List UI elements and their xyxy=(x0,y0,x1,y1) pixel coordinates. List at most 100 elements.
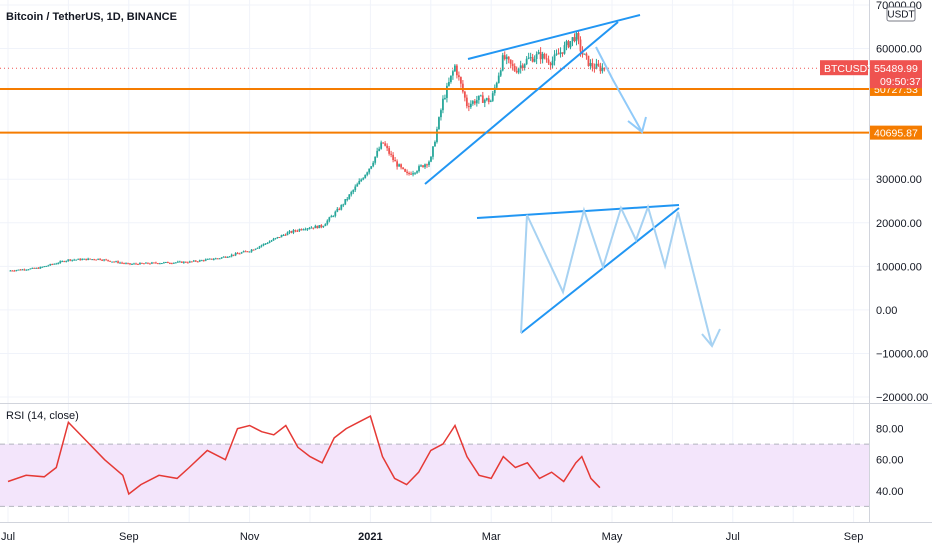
trendline-drawings[interactable] xyxy=(424,14,721,348)
time-tick-label: 2021 xyxy=(358,531,382,543)
candle-body xyxy=(450,75,452,82)
price-tag-box xyxy=(870,60,922,89)
price-tick-label: 60000.00 xyxy=(876,44,922,56)
candle-body xyxy=(292,230,295,233)
wedge-lower-line[interactable] xyxy=(424,21,619,185)
candle-body xyxy=(232,254,235,256)
candle-body xyxy=(523,64,526,68)
currency-badge[interactable]: USDT xyxy=(886,6,916,22)
candle-body xyxy=(166,261,169,264)
pattern-upper-line[interactable] xyxy=(476,204,680,219)
candle-body xyxy=(71,259,74,261)
candle-body xyxy=(210,258,213,260)
candle-body xyxy=(505,56,508,60)
rsi-title: RSI (14, close) xyxy=(6,410,79,422)
candle-body xyxy=(290,231,293,233)
projected-path-top[interactable] xyxy=(595,46,643,133)
candle-body xyxy=(27,269,30,271)
pattern-zigzag[interactable] xyxy=(520,203,713,347)
candle-body xyxy=(386,145,389,149)
pattern-lower-line[interactable] xyxy=(520,207,680,334)
candle-body xyxy=(11,270,14,272)
candle-body xyxy=(501,55,504,71)
candle-body xyxy=(51,264,54,266)
candle-body xyxy=(49,264,52,266)
rsi-axis[interactable]: 80.00 60.00 40.00 xyxy=(876,424,904,498)
time-tick-label: Jul xyxy=(1,531,15,543)
price-tick-label: −10000.00 xyxy=(876,348,928,360)
candle-body xyxy=(218,258,221,260)
candle-body xyxy=(127,263,129,265)
candle-body xyxy=(91,259,94,261)
projected-arrow-head-top[interactable] xyxy=(627,116,647,134)
candle-body xyxy=(513,65,516,71)
candle-body xyxy=(595,63,598,69)
candle-body xyxy=(448,81,450,86)
candle-body xyxy=(298,229,301,231)
candle-body xyxy=(527,57,530,59)
candle-body xyxy=(109,260,111,262)
candle-body xyxy=(414,172,416,174)
level-tag-label: 40695.87 xyxy=(874,128,918,140)
candle-body xyxy=(250,249,253,252)
candle-body xyxy=(374,156,377,163)
candle-body xyxy=(123,263,125,265)
candle-body xyxy=(549,63,552,66)
candle-body xyxy=(260,245,263,247)
candle-body xyxy=(81,259,84,261)
horizontal-levels[interactable] xyxy=(0,87,869,134)
candle-body xyxy=(280,235,283,238)
candle-body xyxy=(332,215,335,217)
time-tick-label: May xyxy=(602,531,623,543)
candle-body xyxy=(418,166,420,172)
candle-body xyxy=(336,208,339,212)
candle-body xyxy=(182,261,185,263)
candle-body xyxy=(236,253,239,255)
rsi-band-fill xyxy=(0,444,869,507)
candle-body xyxy=(296,230,299,232)
time-axis[interactable]: Jul Sep Nov 2021 Mar May Jul Sep xyxy=(1,531,863,543)
candle-body xyxy=(519,65,522,69)
candle-body xyxy=(162,262,165,264)
candle-body xyxy=(577,33,580,40)
candle-body xyxy=(507,56,510,60)
time-tick-label: Sep xyxy=(844,531,864,543)
time-tick-label: Sep xyxy=(119,531,139,543)
candle-body xyxy=(420,165,422,167)
candle-body xyxy=(85,258,88,261)
candle-body xyxy=(69,259,72,261)
candle-body xyxy=(121,262,123,264)
candle-body xyxy=(565,41,568,46)
candle-body xyxy=(55,263,58,265)
symbol-tag-label: BTCUSDT xyxy=(824,63,874,75)
candle-body xyxy=(356,184,359,187)
candle-body xyxy=(396,161,398,167)
candle-body xyxy=(170,263,173,265)
candle-body xyxy=(410,173,412,175)
candle-body xyxy=(141,262,143,264)
candle-body xyxy=(491,93,494,101)
candle-body xyxy=(192,260,195,262)
candle-body xyxy=(354,186,357,191)
candle-body xyxy=(372,162,375,167)
price-tag-countdown: 09:50:37 xyxy=(880,76,921,88)
currency-badge-label: USDT xyxy=(887,10,914,21)
candle-body xyxy=(380,142,383,149)
pattern-arrow-head[interactable] xyxy=(701,328,721,348)
candle-body xyxy=(382,142,385,144)
candle-body xyxy=(17,269,20,271)
candle-body xyxy=(258,246,261,248)
currency-badge-box[interactable] xyxy=(886,6,916,22)
candle-body xyxy=(137,263,139,265)
candle-body xyxy=(422,165,424,168)
candle-body xyxy=(212,259,215,261)
candle-body xyxy=(537,52,540,55)
candle-body xyxy=(394,159,397,162)
candle-body xyxy=(539,52,542,60)
candle-body xyxy=(79,258,82,261)
candle-body xyxy=(390,153,393,155)
candle-body xyxy=(340,205,343,210)
wedge-upper-line[interactable] xyxy=(467,14,641,60)
candle-body xyxy=(93,259,96,261)
